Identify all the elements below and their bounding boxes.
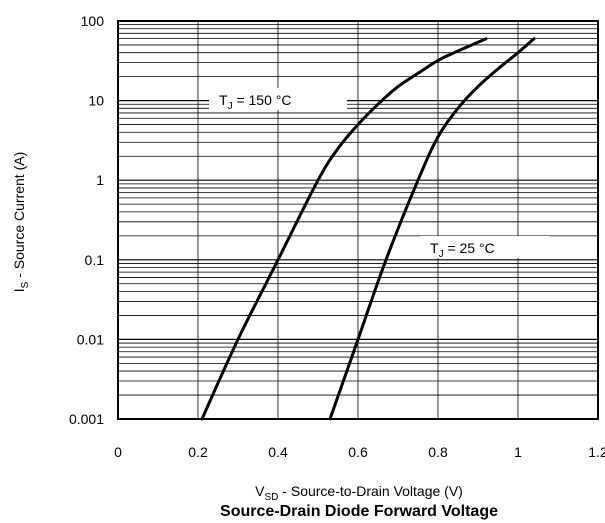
x-tick-label: 0.4 — [268, 444, 288, 460]
x-tick-labels: 0 0.2 0.4 0.6 0.8 1 1.2 — [114, 444, 605, 460]
x-tick-label: 0.6 — [348, 444, 368, 460]
x-tick-label: 0.2 — [188, 444, 208, 460]
y-axis-label: IS - Source Current (A) — [11, 152, 31, 293]
annotation-150c-bg — [209, 88, 347, 110]
plot-frame — [117, 20, 599, 420]
y-tick-labels: 0.001 0.01 0.1 1 10 100 — [69, 13, 104, 427]
annotation-25c-text: TJ = 25 °C — [430, 240, 495, 260]
annotation-25c-bg — [420, 236, 550, 258]
x-tick-label: 1 — [514, 444, 522, 460]
y-tick-label: 0.1 — [85, 252, 105, 268]
x-tick-label: 0 — [114, 444, 122, 460]
series-line-25c — [328, 37, 536, 421]
curves — [200, 37, 536, 421]
annotation-150c: TJ = 150 °C — [209, 88, 347, 112]
chart-title: Source-Drain Diode Forward Voltage — [220, 503, 498, 520]
annotation-150c-text: TJ = 150 °C — [219, 92, 291, 112]
y-tick-label: 1 — [96, 172, 104, 188]
y-tick-label: 100 — [81, 13, 105, 29]
y-tick-label: 0.01 — [77, 331, 104, 347]
x-tick-label: 0.8 — [428, 444, 448, 460]
grid — [117, 21, 599, 420]
y-tick-label: 0.001 — [69, 411, 104, 427]
x-axis-label: VSD - Source-to-Drain Voltage (V) — [255, 483, 463, 503]
series-line-150c — [200, 37, 488, 421]
annotation-25c: TJ = 25 °C — [420, 236, 550, 260]
y-tick-label: 10 — [88, 93, 104, 109]
x-tick-label: 1.2 — [588, 444, 605, 460]
